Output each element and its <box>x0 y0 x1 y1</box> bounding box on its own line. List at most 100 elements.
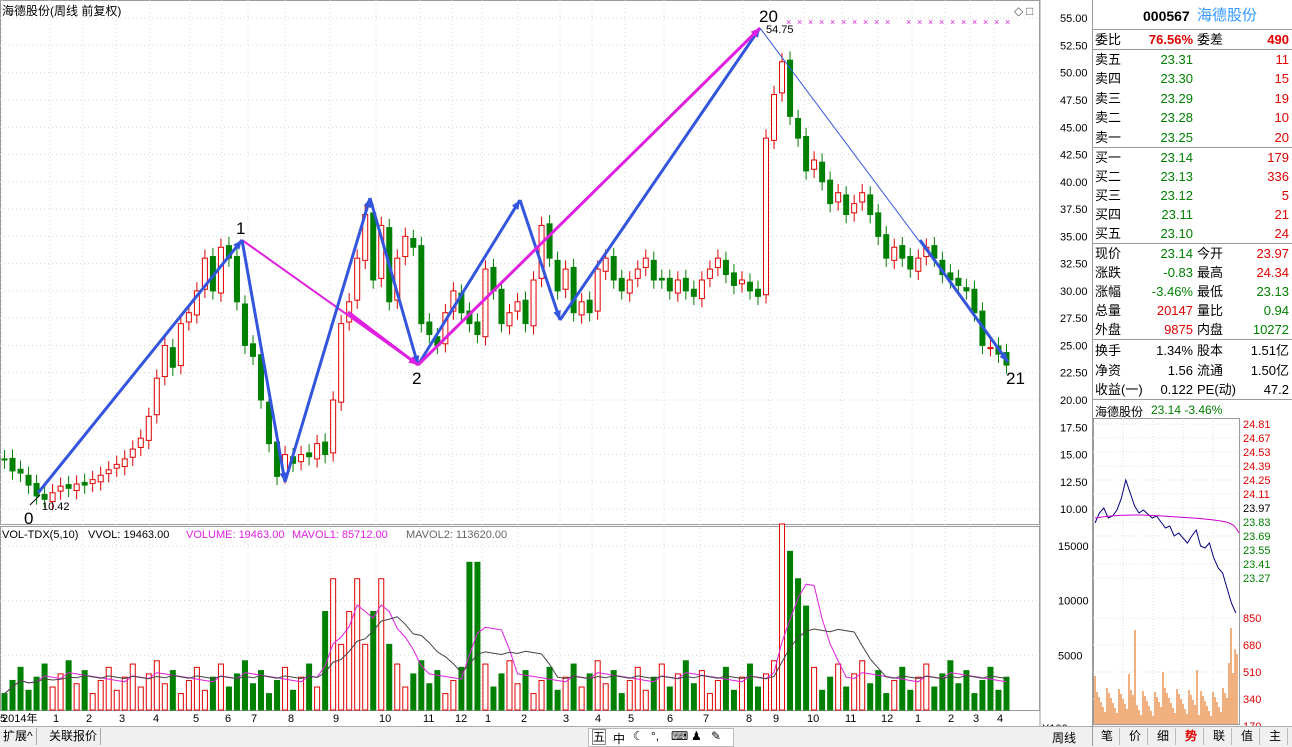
vol-mavol1: MAVOL1: 85712.00 <box>292 529 388 541</box>
square-icon[interactable]: □ <box>1026 4 1033 18</box>
price-axis-label: 50.00 <box>1060 68 1088 80</box>
fund-row-value: 1.34% <box>1156 343 1193 358</box>
candle-body <box>706 268 713 279</box>
wrench-icon[interactable]: ✎ <box>711 729 722 743</box>
volume-bar <box>442 693 449 711</box>
sell-level-5: 卖五 23.31 11 <box>1093 50 1292 69</box>
volume-bar <box>185 679 192 711</box>
mini-axis-label: 23.27 <box>1243 573 1271 585</box>
x-axis-label: 5 <box>193 713 199 725</box>
volume-bar <box>634 666 641 711</box>
volume-ma-line <box>4 583 1007 694</box>
volume-bar <box>241 660 248 711</box>
candle-body <box>201 257 208 290</box>
buy-level-1-value: 23.14 <box>1160 150 1193 165</box>
intraday-avg-line <box>1094 514 1240 534</box>
weicha-value: 490 <box>1267 32 1289 47</box>
candle-body <box>859 192 866 203</box>
volume-bar <box>514 683 521 711</box>
sell-level-3-value2: 19 <box>1274 90 1289 106</box>
signal-mark: × <box>863 17 868 27</box>
volume-bar <box>282 666 289 711</box>
ime-toolbar[interactable]: 五 中 ☾ °, ⌨ ♟ ✎ <box>588 728 734 747</box>
stat-row-label: 现价 <box>1095 246 1122 261</box>
volume-bar <box>177 693 184 711</box>
candle-body <box>642 257 649 268</box>
candle-body <box>370 212 377 281</box>
candle-body <box>33 482 40 497</box>
stat-row-label: 总量 <box>1095 303 1122 318</box>
candle-body <box>650 259 657 281</box>
panel-tab-2[interactable]: 细 <box>1151 728 1176 745</box>
signal-mark: × <box>841 17 846 27</box>
candle-body <box>402 235 409 258</box>
x-axis-label: 6 <box>667 713 673 725</box>
mini-vol-axis-label: 170 <box>1243 721 1261 726</box>
period-label[interactable]: 周线 <box>1052 731 1077 745</box>
candle-body <box>498 288 505 325</box>
candle-body <box>65 484 72 489</box>
weibi-value: 76.56% <box>1148 32 1193 47</box>
buy-level-2-value2: 336 <box>1267 169 1289 184</box>
volume-bar <box>89 693 96 711</box>
signal-mark: × <box>797 17 802 27</box>
sell-level-4-label: 卖四 <box>1095 71 1122 87</box>
x-axis-label: 12 <box>455 713 467 725</box>
volume-bar <box>233 673 240 711</box>
volume-bar <box>771 660 778 711</box>
candle-body <box>17 468 24 474</box>
volume-bar <box>426 683 433 711</box>
panel-tab-4[interactable]: 联 <box>1207 728 1232 745</box>
mini-chart-price: 23.14 -3.46% <box>1151 403 1223 417</box>
moon-icon[interactable]: ☾ <box>633 729 644 743</box>
price-axis-label: 15.00 <box>1060 450 1088 462</box>
candle-body <box>9 457 16 472</box>
candle-body <box>867 194 874 216</box>
signal-mark: × <box>830 17 835 27</box>
x-axis-label: 10 <box>379 713 391 725</box>
fund-row-value: 0.122 <box>1160 382 1193 397</box>
x-axis-label: 6 <box>225 713 231 725</box>
panel-tab-5[interactable]: 值 <box>1235 728 1260 745</box>
volume-bar <box>482 663 489 711</box>
volume-bar <box>9 679 16 711</box>
panel-tab-3[interactable]: 势 <box>1179 728 1204 745</box>
related-quote-button[interactable]: 关联报价 <box>46 728 102 745</box>
candle-body <box>899 245 906 259</box>
volume-bar <box>915 676 922 711</box>
candle-body <box>546 223 553 259</box>
ime-chinese-icon[interactable]: 中 <box>613 732 626 746</box>
expand-button[interactable]: 扩展^ <box>0 728 37 745</box>
stock-header: 000567 海德股份 <box>1093 6 1292 26</box>
mini-axis-label: 23.83 <box>1243 517 1271 529</box>
sell-level-1: 卖一 23.25 20 <box>1093 128 1292 147</box>
panel-tab-6[interactable]: 主 <box>1263 728 1288 745</box>
candle-body <box>763 137 770 296</box>
x-axis-label: 10 <box>807 713 819 725</box>
kline-chart[interactable]: × × × × × × × × × × × × × × × × × × × × 55.00 52.50 50.00 47.5… <box>0 0 1092 746</box>
stat-row-label: 外盘 <box>1095 322 1122 337</box>
candle-body <box>779 61 786 94</box>
mini-axis-label: 23.41 <box>1243 559 1271 571</box>
x-axis-label: 2 <box>521 713 527 725</box>
stat-row-label2: 最高 <box>1197 265 1224 280</box>
ime-mode-icon[interactable]: 五 <box>592 729 607 745</box>
volume-bar <box>738 676 745 711</box>
volume-bar <box>506 660 513 711</box>
diamond-icon[interactable]: ◇ <box>1014 4 1024 18</box>
buy-level-4-value: 23.11 <box>1161 207 1193 222</box>
volume-bar <box>57 673 64 711</box>
volume-bar <box>963 670 970 711</box>
candle-body <box>89 479 96 484</box>
panel-tab-1[interactable]: 价 <box>1123 728 1148 745</box>
candle-body <box>963 287 970 292</box>
buy-level-3-label: 买三 <box>1095 188 1122 203</box>
fund-row: 净资 1.56 流通 1.50亿 <box>1093 361 1292 380</box>
keyboard-icon[interactable]: ⌨ <box>671 729 689 743</box>
signal-mark: × <box>852 17 857 27</box>
intraday-chart[interactable]: 24.81 24.67 24.53 24.39 24.25 24.11 23.97 23.83… <box>1093 418 1292 726</box>
user-icon[interactable]: ♟ <box>691 729 702 743</box>
panel-tab-0[interactable]: 笔 <box>1095 728 1120 745</box>
punct-icon[interactable]: °, <box>651 729 660 743</box>
price-axis-label: 45.00 <box>1060 122 1088 134</box>
